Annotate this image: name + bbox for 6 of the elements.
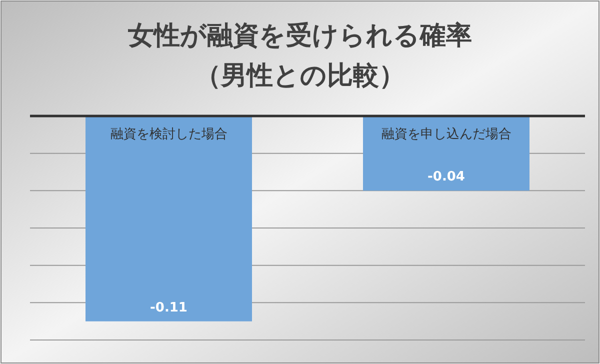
x-tick-label: 融資を検討した場合 [110, 127, 228, 142]
data-label: -0.11 [150, 300, 188, 316]
chart-subtitle: （男性との比較） [195, 61, 405, 91]
x-tick-label: 融資を申し込んだ場合 [381, 127, 512, 142]
data-label: -0.04 [428, 170, 465, 185]
chart-title: 女性が融資を受けられる確率 [127, 21, 472, 51]
